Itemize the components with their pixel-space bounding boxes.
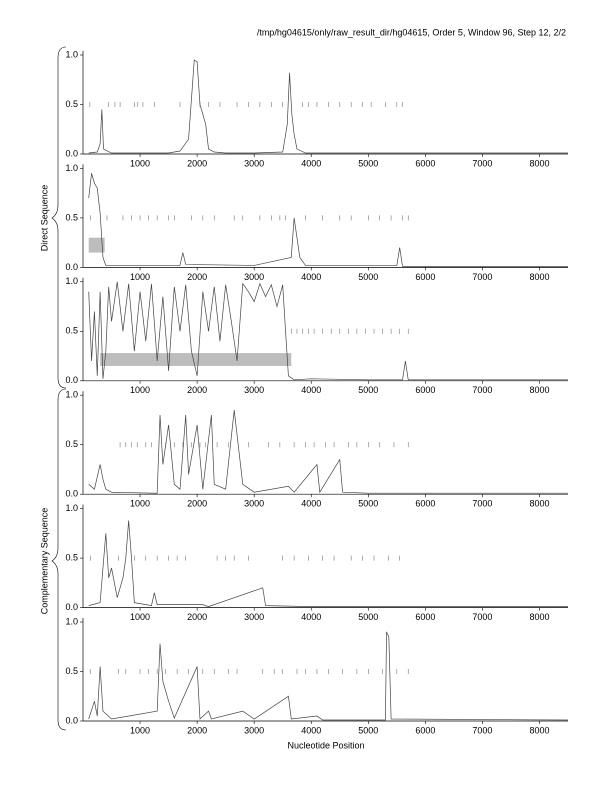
brace: [51, 388, 67, 731]
x-tick-label: 3000: [244, 612, 264, 622]
brace: [51, 46, 67, 389]
x-tick-label: 7000: [472, 385, 492, 395]
x-tick-label: 4000: [301, 725, 321, 735]
x-tick-label: 5000: [358, 158, 378, 168]
y-tick-label: 1.0: [65, 503, 78, 513]
x-tick-label: 5000: [358, 499, 378, 509]
x-tick-label: 2000: [187, 272, 207, 282]
x-tick-label: 3000: [244, 499, 264, 509]
y-tick-label: 0.0: [65, 148, 78, 158]
x-tick-label: 7000: [472, 158, 492, 168]
x-tick-label: 3000: [244, 158, 264, 168]
x-tick-label: 5000: [358, 385, 378, 395]
x-tick-label: 2000: [187, 158, 207, 168]
x-tick-label: 4000: [301, 272, 321, 282]
x-tick-label: 6000: [415, 612, 435, 622]
x-tick-label: 1000: [130, 272, 150, 282]
x-tick-label: 3000: [244, 272, 264, 282]
y-tick-label: 1.0: [65, 390, 78, 400]
x-tick-label: 4000: [301, 385, 321, 395]
x-tick-label: 1000: [130, 385, 150, 395]
y-tick-label: 1.0: [65, 163, 78, 173]
x-tick-label: 3000: [244, 385, 264, 395]
x-tick-label: 8000: [529, 499, 549, 509]
y-tick-label: 0.5: [65, 439, 78, 449]
x-tick-label: 6000: [415, 385, 435, 395]
y-tick-label: 0.5: [65, 99, 78, 109]
y-tick-label: 0.0: [65, 375, 78, 385]
x-tick-label: 4000: [301, 612, 321, 622]
x-tick-label: 2000: [187, 612, 207, 622]
x-tick-label: 5000: [358, 725, 378, 735]
y-tick-label: 0.0: [65, 715, 78, 725]
y-tick-label: 1.0: [65, 276, 78, 286]
y-tick-label: 0.5: [65, 666, 78, 676]
series-line: [88, 281, 568, 381]
y-tick-label: 0.5: [65, 212, 78, 222]
x-tick-label: 3000: [244, 725, 264, 735]
y-tick-label: 1.0: [65, 49, 78, 59]
x-tick-label: 1000: [130, 158, 150, 168]
x-tick-label: 6000: [415, 499, 435, 509]
x-tick-label: 2000: [187, 725, 207, 735]
y-tick-label: 0.0: [65, 262, 78, 272]
x-tick-label: 7000: [472, 499, 492, 509]
x-tick-label: 7000: [472, 725, 492, 735]
y-tick-label: 0.5: [65, 326, 78, 336]
x-tick-label: 2000: [187, 499, 207, 509]
x-tick-label: 5000: [358, 272, 378, 282]
x-tick-label: 8000: [529, 158, 549, 168]
x-axis-label: Nucleotide Position: [287, 740, 364, 750]
series-line: [88, 59, 568, 154]
x-tick-label: 4000: [301, 158, 321, 168]
x-tick-label: 1000: [130, 612, 150, 622]
x-tick-label: 6000: [415, 158, 435, 168]
series-line: [88, 520, 568, 607]
x-tick-label: 8000: [529, 385, 549, 395]
y-tick-label: 1.0: [65, 616, 78, 626]
y-tick-label: 0.0: [65, 602, 78, 612]
x-tick-label: 1000: [130, 499, 150, 509]
series-line: [88, 410, 568, 494]
x-tick-label: 7000: [472, 612, 492, 622]
chart-title: /tmp/hg04615/only/raw_result_dir/hg04615…: [257, 27, 566, 37]
highlight-band: [100, 353, 292, 366]
highlight-band: [88, 237, 105, 253]
group-label: Direct Sequence: [39, 185, 49, 252]
y-tick-label: 0.0: [65, 489, 78, 499]
x-tick-label: 8000: [529, 725, 549, 735]
series-line: [88, 173, 568, 267]
series-line: [88, 631, 569, 721]
y-tick-label: 0.5: [65, 552, 78, 562]
x-tick-label: 2000: [187, 385, 207, 395]
x-tick-label: 5000: [358, 612, 378, 622]
group-label: Complementary Sequence: [39, 508, 49, 615]
x-tick-label: 6000: [415, 725, 435, 735]
x-tick-label: 8000: [529, 272, 549, 282]
x-tick-label: 7000: [472, 272, 492, 282]
x-tick-label: 1000: [130, 725, 150, 735]
x-tick-label: 8000: [529, 612, 549, 622]
x-tick-label: 4000: [301, 499, 321, 509]
x-tick-label: 6000: [415, 272, 435, 282]
